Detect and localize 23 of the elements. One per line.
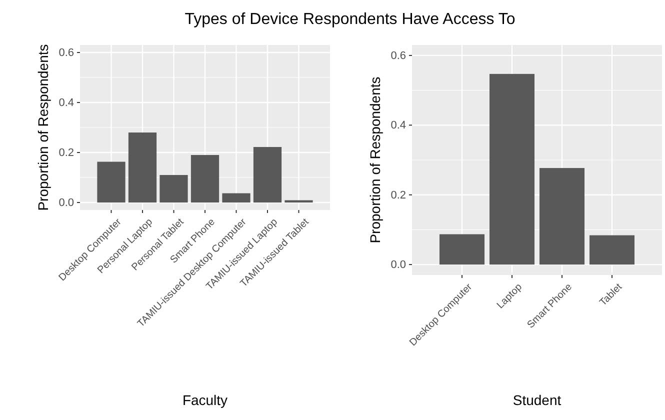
y-tick-label: 0.0: [58, 197, 74, 210]
bar: [128, 132, 157, 202]
y-tick-label: 0.2: [58, 147, 74, 160]
bar: [490, 74, 534, 265]
bar: [160, 175, 188, 202]
y-tick-label: 0.4: [390, 120, 406, 132]
bar: [590, 235, 634, 265]
x-axis-title: Faculty: [182, 392, 228, 408]
bar: [97, 162, 126, 202]
bar: [440, 234, 484, 265]
y-tick-label: 0.6: [58, 47, 74, 60]
y-axis-title: Proportion of Respondents: [367, 76, 383, 244]
y-tick-label: 0.2: [390, 189, 406, 202]
y-tick-label: 0.4: [58, 97, 74, 110]
bar: [540, 168, 584, 265]
bar: [253, 147, 282, 202]
bar: [222, 193, 250, 202]
y-tick-label: 0.6: [390, 50, 406, 62]
chart-title: Types of Device Respondents Have Access To: [184, 11, 516, 28]
y-axis-title: Proportion of Respondents: [35, 44, 51, 211]
y-tick-label: 0.0: [390, 259, 406, 272]
bar: [190, 155, 220, 202]
x-axis-title: Student: [512, 392, 562, 408]
